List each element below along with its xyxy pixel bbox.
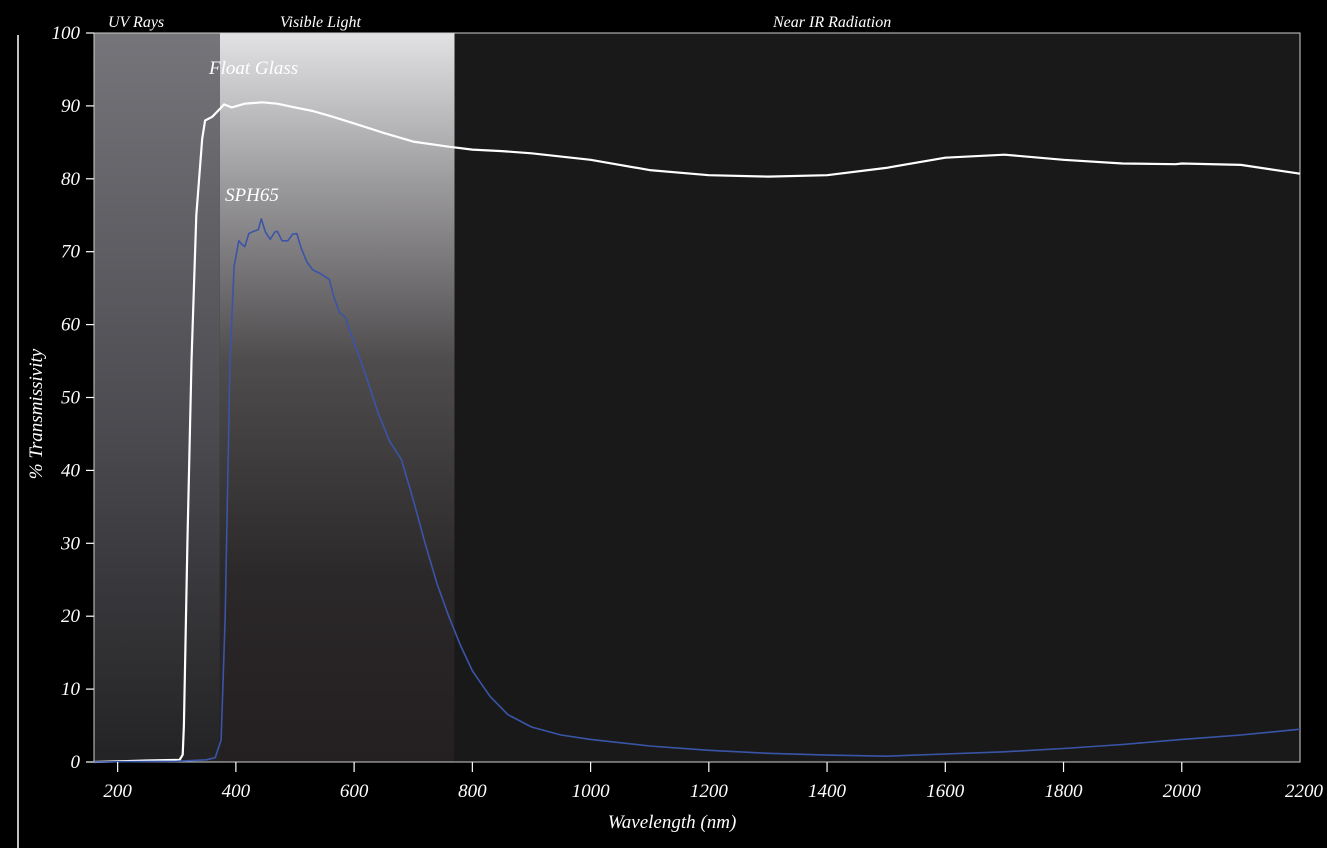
band-label-visible-light: Visible Light: [280, 14, 362, 31]
y-tick-label-80: 80: [61, 169, 81, 190]
x-tick-label-1800: 1800: [1045, 781, 1084, 802]
y-tick-label-40: 40: [61, 460, 81, 481]
band-near-ir-radiation: [454, 33, 1300, 762]
y-tick-label-100: 100: [52, 23, 81, 44]
band-uv-rays: [94, 33, 220, 762]
x-tick-label-1400: 1400: [808, 781, 847, 802]
band-label-uv-rays: UV Rays: [108, 14, 164, 31]
band-label-near-ir-radiation: Near IR Radiation: [772, 14, 891, 31]
y-tick-label-70: 70: [61, 242, 81, 263]
x-tick-label-800: 800: [458, 781, 487, 802]
series-line-sph65: [93, 218, 1301, 763]
series-label-sph65: SPH65: [225, 185, 279, 206]
axis-ticks: 0 10 20 30 40 50 60 70 80 90 100 200 400 600 800 1000 12…: [52, 23, 1324, 802]
x-tick-label-2200: 2200: [1285, 781, 1324, 802]
band-visible-light: [219, 33, 455, 762]
y-tick-label-60: 60: [61, 315, 81, 336]
x-axis-label: Wavelength (nm): [608, 812, 737, 833]
y-tick-label-30: 30: [60, 533, 81, 554]
series-label-float-glass: Float Glass: [208, 58, 298, 79]
x-tick-label-1600: 1600: [926, 781, 965, 802]
x-tick-label-400: 400: [222, 781, 251, 802]
y-tick-label-50: 50: [61, 388, 81, 409]
spectral-bands: UV Rays Visible Light Near IR Radiation: [94, 14, 1300, 762]
y-tick-label-0: 0: [71, 752, 81, 773]
x-tick-label-200: 200: [103, 781, 132, 802]
y-axis-label: % Transmissivity: [26, 348, 47, 479]
y-tick-label-20: 20: [61, 606, 81, 627]
series-lines: [93, 101, 1301, 764]
y-tick-label-10: 10: [61, 679, 81, 700]
x-tick-label-1000: 1000: [572, 781, 611, 802]
x-tick-label-600: 600: [340, 781, 369, 802]
series-line-float-glass: [93, 101, 1301, 764]
x-tick-label-2000: 2000: [1163, 781, 1202, 802]
y-tick-label-90: 90: [61, 96, 81, 117]
x-tick-label-1200: 1200: [690, 781, 729, 802]
chart-labels: Wavelength (nm) % Transmissivity Float G…: [26, 58, 736, 833]
